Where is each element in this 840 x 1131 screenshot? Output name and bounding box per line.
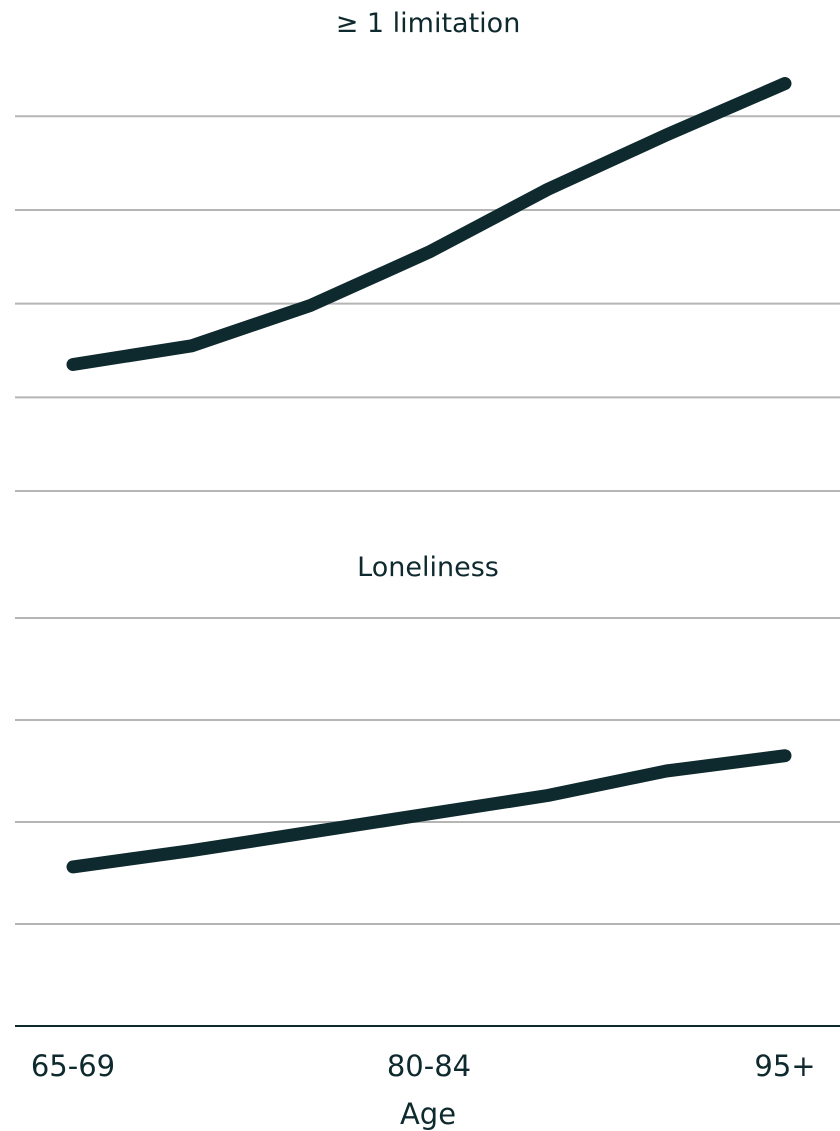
series-line-loneliness: [66, 749, 792, 874]
panel-loneliness: Loneliness: [15, 552, 840, 925]
panel-title-loneliness: Loneliness: [357, 552, 499, 583]
x-tick-label: 95+: [754, 1049, 815, 1083]
gridlines-limitation: [15, 115, 840, 492]
x-tick-label: 80-84: [387, 1049, 471, 1083]
x-axis-ticks: 65-69 80-84 95+: [31, 1049, 816, 1083]
series-line-limitation: [66, 77, 792, 371]
x-tick-label: 65-69: [31, 1049, 115, 1083]
panel-limitation: ≥ 1 limitation: [15, 8, 840, 492]
x-axis-title: Age: [400, 1097, 456, 1131]
gridlines-loneliness: [15, 617, 840, 925]
panel-title-limitation: ≥ 1 limitation: [336, 8, 521, 39]
